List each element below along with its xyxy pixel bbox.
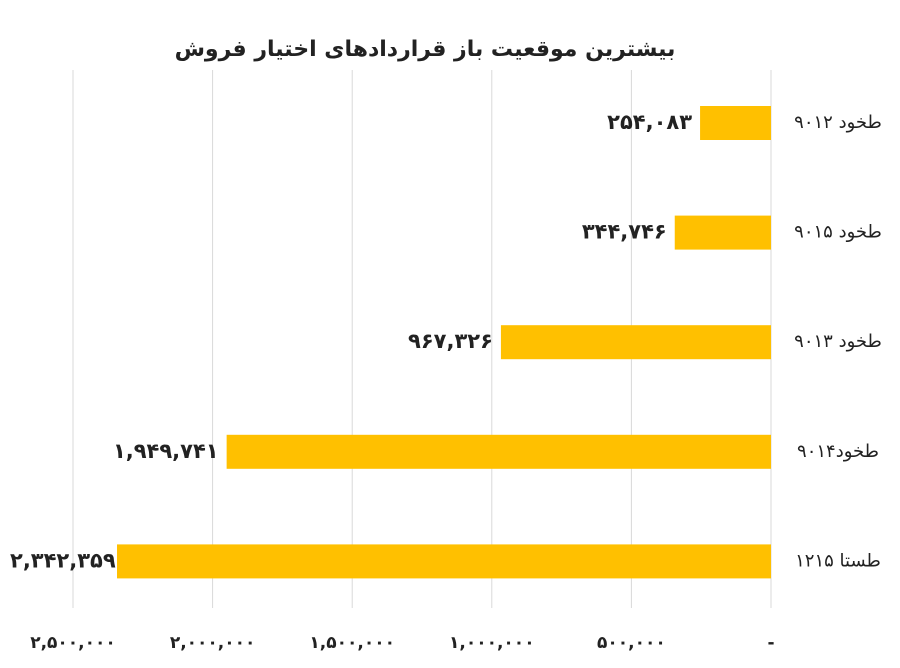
- bar: [500, 325, 771, 360]
- value-label: ۳۴۴,۷۴۶: [582, 220, 667, 244]
- x-tick-label: ۱,۵۰۰,۰۰۰: [309, 633, 395, 653]
- bar: [700, 106, 771, 140]
- x-tick-label: ۲,۵۰۰,۰۰۰: [30, 633, 116, 653]
- x-tick-label: ۲,۰۰۰,۰۰۰: [170, 633, 256, 653]
- y-tick-label: طخود۹۰۱۴: [797, 441, 879, 462]
- value-label: ۱,۹۴۹,۷۴۱: [113, 439, 219, 463]
- chart-title: بیشترین موقعیت باز قراردادهای اختیار فرو…: [175, 37, 676, 62]
- bar: [117, 544, 771, 579]
- y-tick-label: طستا ۱۲۱۵: [795, 550, 881, 571]
- y-tick-label: طخود ۹۰۱۵: [794, 222, 882, 243]
- y-tick-label: طخود ۹۰۱۲: [794, 112, 882, 133]
- value-label: ۹۶۷,۳۲۶: [408, 329, 493, 353]
- value-label: ۲۵۴,۰۸۳: [607, 110, 692, 134]
- y-tick-label: طخود ۹۰۱۳: [794, 331, 882, 352]
- x-tick-label: -: [767, 633, 774, 653]
- bar: [226, 434, 771, 469]
- bar: [674, 215, 771, 250]
- x-tick-label: ۱,۰۰۰,۰۰۰: [449, 633, 535, 653]
- x-tick-label: ۵۰۰,۰۰۰: [597, 633, 666, 653]
- value-label: ۲,۳۴۲,۳۵۹: [10, 548, 116, 572]
